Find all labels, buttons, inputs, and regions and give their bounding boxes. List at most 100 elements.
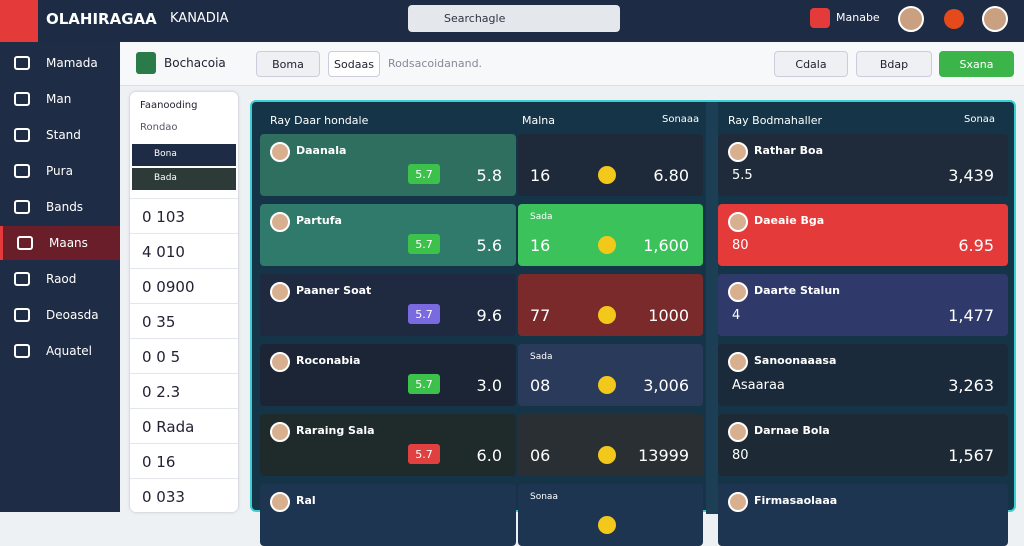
- match-card[interactable]: Daeaie Bga 80 6.95: [718, 204, 1008, 266]
- nav-icon: [14, 272, 30, 286]
- match-card[interactable]: 77 1000: [518, 274, 703, 336]
- filter-row[interactable]: 0 0900: [130, 268, 238, 305]
- header: OLAHIRAGAA KANADIA Searchagle Manabe: [0, 0, 1024, 42]
- column-title: Ray Daar hondale: [270, 114, 369, 127]
- odd-badge[interactable]: 5.7: [408, 234, 440, 254]
- filter-row[interactable]: 0 Rada: [130, 408, 238, 445]
- mid-num: 77: [530, 306, 551, 325]
- odd-value: 1,477: [948, 306, 994, 325]
- avatar[interactable]: [982, 6, 1008, 32]
- odd-badge[interactable]: 5.7: [408, 374, 440, 394]
- odd-badge[interactable]: 80: [732, 448, 749, 463]
- nav-item[interactable]: Aquatel: [0, 334, 120, 368]
- team-avatar: [270, 212, 290, 232]
- match-card[interactable]: Roconabia 5.7 3.0: [260, 344, 516, 406]
- nav-item[interactable]: Stand: [0, 118, 120, 152]
- filter-row[interactable]: 0 2.3: [130, 373, 238, 410]
- odd-badge[interactable]: 80: [732, 238, 749, 253]
- team-avatar: [270, 142, 290, 162]
- toolbar: Bochacoia Boma Sodaas Rodsacoidanand. Cd…: [120, 42, 1024, 86]
- board: Ray Daar hondale Malna Sonaaa Ray Bodmah…: [250, 100, 1016, 546]
- column-tag: Sonaa: [964, 114, 996, 125]
- nav-item[interactable]: Bands: [0, 190, 120, 224]
- match-card[interactable]: Daarte Stalun 4 1,477: [718, 274, 1008, 336]
- nav-item[interactable]: Maans: [0, 226, 120, 260]
- odd-value: 3,439: [948, 166, 994, 185]
- coin: [598, 516, 616, 534]
- nav-item[interactable]: Mamada: [0, 46, 120, 80]
- team-name: Sanoonaaasa: [754, 354, 837, 367]
- mid-value: 6.80: [653, 166, 689, 185]
- mid-num: 16: [530, 166, 551, 185]
- tab[interactable]: Boma: [256, 51, 320, 77]
- match-card[interactable]: Firmasaolaaa: [718, 484, 1008, 546]
- odd-value: 9.6: [476, 306, 502, 325]
- match-card[interactable]: Paaner Soat 5.7 9.6: [260, 274, 516, 336]
- brand: OLAHIRAGAA: [46, 10, 157, 28]
- filter-row[interactable]: 0 103: [130, 198, 238, 235]
- odd-badge[interactable]: 5.5: [732, 168, 753, 183]
- match-card[interactable]: Ral: [260, 484, 516, 546]
- match-card[interactable]: 06 13999: [518, 414, 703, 476]
- nav-item[interactable]: Pura: [0, 154, 120, 188]
- team-avatar: [270, 282, 290, 302]
- filter-row[interactable]: 0 0 5: [130, 338, 238, 375]
- team-name: Daanala: [296, 144, 347, 157]
- team-avatar: [728, 282, 748, 302]
- mid-num: 08: [530, 376, 551, 395]
- match-card[interactable]: Partufa 5.7 5.6: [260, 204, 516, 266]
- odd-badge[interactable]: 5.7: [408, 164, 440, 184]
- team-avatar: [270, 352, 290, 372]
- avatar[interactable]: [898, 6, 924, 32]
- filter-row[interactable]: 0 16: [130, 443, 238, 480]
- odd-value: 5.8: [476, 166, 502, 185]
- team-name: Paaner Soat: [296, 284, 372, 297]
- team-name: Rathar Boa: [754, 144, 824, 157]
- nav-item[interactable]: Man: [0, 82, 120, 116]
- tab[interactable]: Sodaas: [328, 51, 380, 77]
- filter-chip[interactable]: Bona: [132, 144, 236, 166]
- team-avatar: [728, 422, 748, 442]
- filter-row[interactable]: 0 35: [130, 303, 238, 340]
- filter-row[interactable]: 0 033: [130, 478, 238, 515]
- team-avatar: [270, 422, 290, 442]
- match-card[interactable]: 16 6.80: [518, 134, 703, 196]
- divider: [706, 102, 718, 514]
- mid-value: 13999: [638, 446, 689, 465]
- odd-badge[interactable]: 4: [732, 308, 741, 323]
- filter-chip[interactable]: Bada: [132, 168, 236, 190]
- match-card[interactable]: Sonaa: [518, 484, 703, 546]
- team-name: Ral: [296, 494, 316, 507]
- team-name: Roconabia: [296, 354, 361, 367]
- match-card[interactable]: Sanoonaaasa Asaaraa 3,263: [718, 344, 1008, 406]
- button[interactable]: Bdap: [856, 51, 932, 77]
- search[interactable]: Searchagle: [408, 5, 620, 32]
- coin: [598, 166, 616, 184]
- icon[interactable]: [944, 9, 964, 29]
- mid-value: 3,006: [643, 376, 689, 395]
- button[interactable]: Sxana: [939, 51, 1014, 77]
- user-name[interactable]: Manabe: [836, 11, 880, 24]
- match-card[interactable]: Sada 08 3,006: [518, 344, 703, 406]
- button[interactable]: Cdala: [774, 51, 848, 77]
- mid-label: Sonaa: [530, 492, 558, 502]
- nav-item[interactable]: Deoasda: [0, 298, 120, 332]
- odd-value: 3,263: [948, 376, 994, 395]
- match-card[interactable]: Sada 16 1,600: [518, 204, 703, 266]
- match-card[interactable]: Daanala 5.7 5.8: [260, 134, 516, 196]
- odd-badge[interactable]: 5.7: [408, 304, 440, 324]
- filter-row[interactable]: 4 010: [130, 233, 238, 270]
- match-card[interactable]: Rathar Boa 5.5 3,439: [718, 134, 1008, 196]
- nav-item[interactable]: Raod: [0, 262, 120, 296]
- nav-icon: [14, 92, 30, 106]
- odd-badge[interactable]: Asaaraa: [732, 378, 785, 393]
- odd-badge[interactable]: 5.7: [408, 444, 440, 464]
- filter-panel: Faanooding Rondao Bona Bada 0 103 4 010 0 09…: [130, 92, 238, 512]
- team-name: Partufa: [296, 214, 342, 227]
- match-card[interactable]: Darnae Bola 80 1,567: [718, 414, 1008, 476]
- match-card[interactable]: Raraing Sala 5.7 6.0: [260, 414, 516, 476]
- team-avatar: [728, 492, 748, 512]
- filter-subtitle: Rondao: [140, 122, 178, 133]
- mid-value: 1000: [648, 306, 689, 325]
